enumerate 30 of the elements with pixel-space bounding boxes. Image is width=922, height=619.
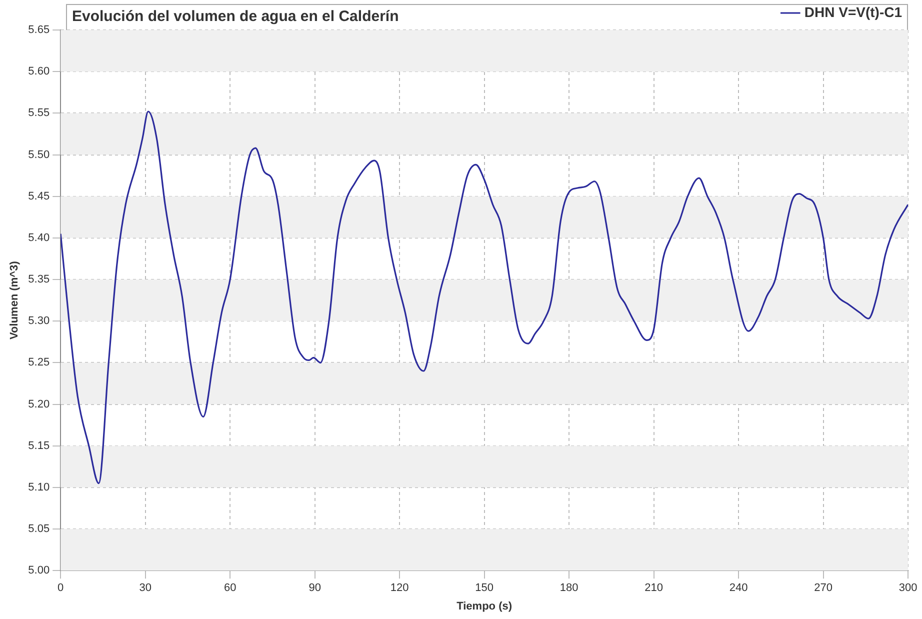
x-axis-title: Tiempo (s) <box>456 600 512 612</box>
line-series <box>60 110 908 484</box>
x-tick-label: 150 <box>475 582 494 594</box>
legend-label: DHN V=V(t)-C1 <box>804 4 902 20</box>
y-tick-label: 5.55 <box>28 107 50 120</box>
chart-title: Evolución del volumen de agua en el Calderín <box>72 8 399 25</box>
y-axis-title: Volumen (m^3) <box>8 260 21 340</box>
y-tick-label: 5.35 <box>28 274 50 286</box>
x-tick-label: 0 <box>58 582 64 594</box>
x-tick-label: 300 <box>898 582 918 594</box>
x-tick-label: 90 <box>308 582 321 594</box>
y-tick-label: 5.30 <box>28 315 50 328</box>
y-tick-label: 5.00 <box>28 564 50 577</box>
x-tick-label: 270 <box>814 582 832 594</box>
x-tick-label: 180 <box>560 582 578 594</box>
y-tick-label: 5.65 <box>28 24 50 36</box>
y-tick-label: 5.50 <box>28 148 50 161</box>
y-tick-label: 5.45 <box>28 190 50 202</box>
y-tick-label: 5.15 <box>28 440 50 452</box>
x-tick-label: 60 <box>224 582 236 594</box>
y-tick-label: 5.10 <box>28 481 50 494</box>
x-tick-label: 30 <box>139 582 152 594</box>
y-tick-label: 5.05 <box>28 523 50 536</box>
y-tick-label: 5.25 <box>28 356 50 369</box>
x-tick-label: 120 <box>390 582 409 594</box>
x-tick-label: 240 <box>729 582 748 594</box>
x-tick-label: 210 <box>644 582 663 594</box>
y-tick-label: 5.40 <box>28 232 50 244</box>
y-tick-label: 5.60 <box>28 66 50 78</box>
y-tick-label: 5.20 <box>28 398 50 410</box>
